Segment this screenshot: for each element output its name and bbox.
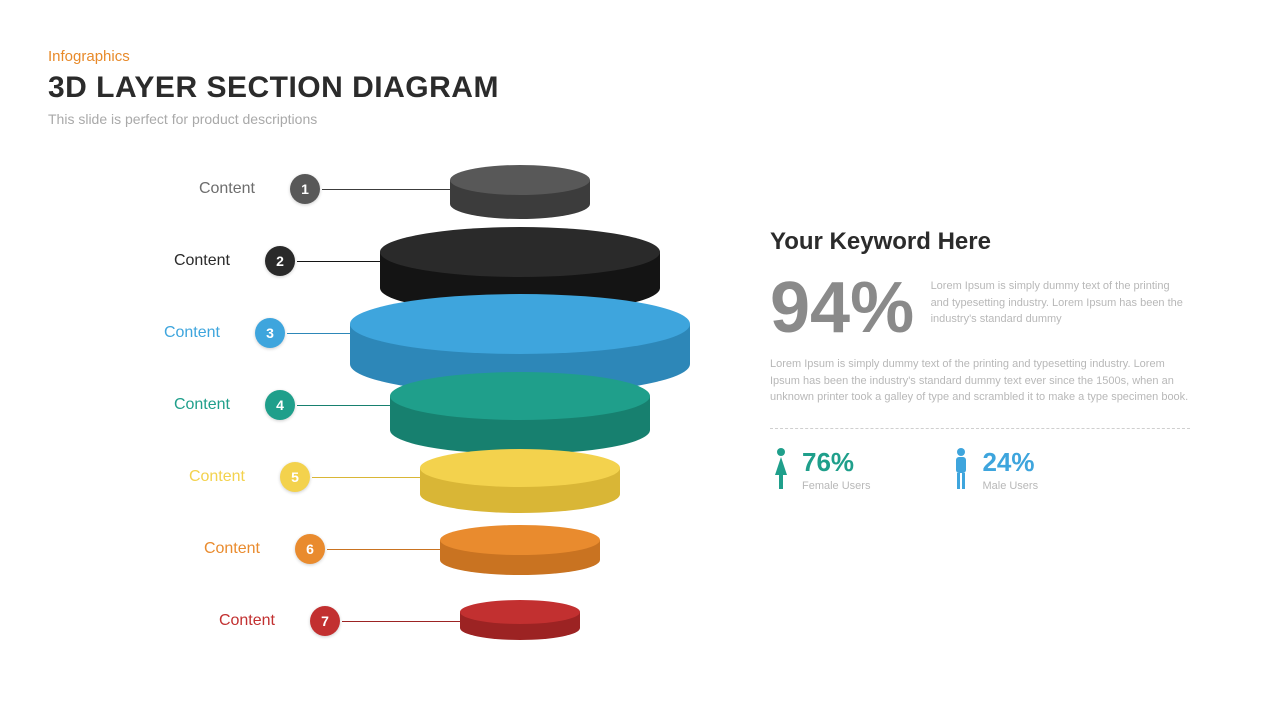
disc: [390, 372, 650, 454]
layer-label: Content: [204, 540, 260, 558]
layer-badge: 7: [310, 606, 340, 636]
stats-row: 76% Female Users 24% Male Users: [770, 447, 1210, 492]
layer-label: Content: [174, 396, 230, 414]
disc: [450, 165, 590, 219]
stat-male: 24% Male Users: [950, 447, 1038, 492]
keyword-title: Your Keyword Here: [770, 228, 1210, 256]
subtitle: This slide is perfect for product descri…: [48, 111, 499, 127]
female-pct: 76%: [802, 447, 870, 478]
female-icon: [770, 447, 792, 491]
layer-row: Content 7: [70, 602, 720, 674]
stat-female: 76% Female Users: [770, 447, 870, 492]
layer-badge: 2: [265, 246, 295, 276]
disc: [440, 525, 600, 575]
layer-badge: 4: [265, 390, 295, 420]
layer-label: Content: [219, 612, 275, 630]
layer-badge: 5: [280, 462, 310, 492]
paragraph-1: Lorem Ipsum is simply dummy text of the …: [931, 278, 1186, 328]
layer-row: Content 5: [70, 458, 720, 530]
pretitle: Infographics: [48, 48, 499, 65]
layer-badge: 3: [255, 318, 285, 348]
paragraph-2: Lorem Ipsum is simply dummy text of the …: [770, 356, 1190, 406]
disc: [420, 449, 620, 513]
layer-diagram: Content 1 Content 2 Content 3 Content 4 Content 5…: [70, 170, 720, 690]
layer-row: Content 4: [70, 386, 720, 458]
male-icon: [950, 447, 972, 491]
female-label: Female Users: [802, 480, 870, 492]
right-panel: Your Keyword Here 94% Lorem Ipsum is sim…: [770, 228, 1210, 492]
disc: [460, 600, 580, 640]
male-pct: 24%: [982, 447, 1038, 478]
layer-label: Content: [189, 468, 245, 486]
male-label: Male Users: [982, 480, 1038, 492]
header: Infographics 3D LAYER SECTION DIAGRAM Th…: [48, 48, 499, 127]
layer-row: Content 6: [70, 530, 720, 602]
page-title: 3D LAYER SECTION DIAGRAM: [48, 71, 499, 105]
layer-label: Content: [164, 324, 220, 342]
layer-label: Content: [199, 180, 255, 198]
layer-badge: 1: [290, 174, 320, 204]
layer-badge: 6: [295, 534, 325, 564]
layer-label: Content: [174, 252, 230, 270]
divider: [770, 428, 1190, 429]
big-percentage: 94%: [770, 272, 914, 344]
